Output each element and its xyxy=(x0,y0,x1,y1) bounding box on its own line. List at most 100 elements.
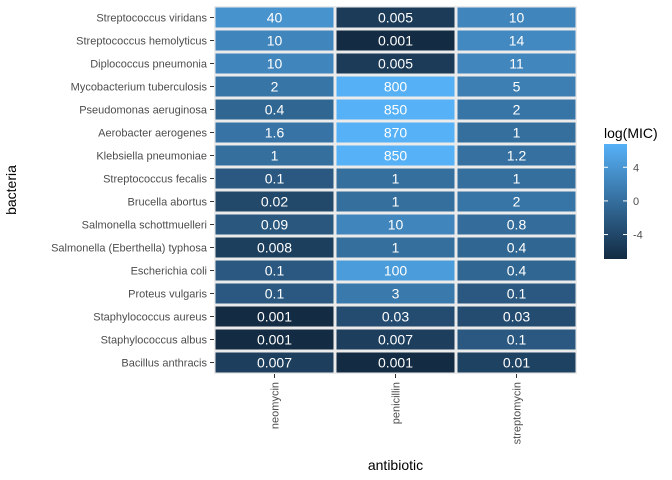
heatmap-cell-salmonella-schottmuelleri-neomycin xyxy=(215,214,334,235)
row-label-staphylococcus-albus: Staphylococcus albus xyxy=(101,335,208,347)
column-label-neomycin: neomycin xyxy=(270,382,282,429)
cell-value-label: 0.09 xyxy=(261,217,288,233)
cell-value-label: 0.007 xyxy=(378,332,413,348)
cell-value-label: 0.1 xyxy=(507,286,527,302)
heatmap-cell-aerobacter-aerogenes-penicillin xyxy=(336,122,455,143)
column-label-streptomycin: streptomycin xyxy=(512,382,524,444)
row-label-diplococcus-pneumonia: Diplococcus pneumonia xyxy=(90,59,208,71)
heatmap-cell-streptococcus-viridans-neomycin xyxy=(215,7,334,28)
cell-value-label: 1.6 xyxy=(265,125,285,141)
heatmap-cell-staphylococcus-albus-neomycin xyxy=(215,329,334,350)
cell-value-label: 3 xyxy=(392,286,400,302)
color-legend: log(MIC) 4 0 -4 xyxy=(604,125,658,259)
heatmap-cell-proteus-vulgaris-penicillin xyxy=(336,283,455,304)
cell-value-label: 10 xyxy=(267,33,283,49)
cell-value-label: 800 xyxy=(384,79,408,95)
cell-value-label: 11 xyxy=(509,56,524,72)
row-label-proteus-vulgaris: Proteus vulgaris xyxy=(128,289,207,301)
cell-value-label: 14 xyxy=(509,33,525,49)
cell-value-label: 0.4 xyxy=(507,240,527,256)
row-label-staphylococcus-aureus: Staphylococcus aureus xyxy=(93,312,207,324)
cell-value-label: 0.001 xyxy=(378,355,413,371)
row-label-pseudomonas-aeruginosa: Pseudomonas aeruginosa xyxy=(79,105,208,117)
cell-value-label: 1 xyxy=(271,148,279,164)
cell-value-label: 0.005 xyxy=(378,56,413,72)
cell-value-label: 1 xyxy=(513,171,521,187)
heatmap-cell-staphylococcus-aureus-penicillin xyxy=(336,306,455,327)
heatmap-cell-diplococcus-pneumonia-penicillin xyxy=(336,53,455,74)
cell-value-label: 0.008 xyxy=(257,240,292,256)
heatmap-cell-klebsiella-pneumoniae-streptomycin xyxy=(457,145,576,166)
cell-value-label: 0.01 xyxy=(503,355,530,371)
heatmap-cell-brucella-abortus-penicillin xyxy=(336,191,455,212)
row-label-brucella-abortus: Brucella abortus xyxy=(128,197,208,209)
heatmap-cell-streptococcus-fecalis-penicillin xyxy=(336,168,455,189)
legend-tick-label: 4 xyxy=(633,162,639,174)
heatmap-cell-mycobacterium-tuberculosis-streptomycin xyxy=(457,76,576,97)
heatmap-cell-pseudomonas-aeruginosa-neomycin xyxy=(215,99,334,120)
y-axis-title: bacteria xyxy=(3,165,19,215)
legend-colorbar xyxy=(604,144,627,259)
heatmap-cell-streptococcus-fecalis-neomycin xyxy=(215,168,334,189)
heatmap-cell-streptococcus-hemolyticus-penicillin xyxy=(336,30,455,51)
heatmap-cell-pseudomonas-aeruginosa-streptomycin xyxy=(457,99,576,120)
cell-value-label: 0.02 xyxy=(261,194,288,210)
cell-value-label: 870 xyxy=(384,125,408,141)
legend-tick-label: -4 xyxy=(633,230,643,242)
y-axis-tick-labels: Streptococcus viridans Streptococcus hemo… xyxy=(51,13,214,370)
cell-value-label: 0.8 xyxy=(507,217,527,233)
row-label-streptococcus-hemolyticus: Streptococcus hemolyticus xyxy=(76,36,207,48)
heatmap-cell-streptococcus-fecalis-streptomycin xyxy=(457,168,576,189)
cell-value-label: 2 xyxy=(271,79,279,95)
heatmap-cell-brucella-abortus-streptomycin xyxy=(457,191,576,212)
row-label-klebsiella-pneumoniae: Klebsiella pneumoniae xyxy=(96,151,207,163)
cell-value-label: 1.2 xyxy=(507,148,527,164)
cell-value-label: 0.03 xyxy=(503,309,530,325)
cell-value-label: 0.1 xyxy=(265,286,285,302)
cell-value-label: 1 xyxy=(392,240,400,256)
heatmap-cell-bacillus-anthracis-streptomycin xyxy=(457,352,576,373)
heatmap-cell-staphylococcus-aureus-neomycin xyxy=(215,306,334,327)
heatmap-cell-mycobacterium-tuberculosis-neomycin xyxy=(215,76,334,97)
cell-value-label: 1 xyxy=(392,194,400,210)
heatmap-cell-streptococcus-hemolyticus-streptomycin xyxy=(457,30,576,51)
x-axis-title: antibiotic xyxy=(368,457,423,473)
cell-value-label: 0.1 xyxy=(507,332,527,348)
heatmap-cell-salmonella-eberthella-typhosa-neomycin xyxy=(215,237,334,258)
row-label-salmonella-eberthella-typhosa: Salmonella (Eberthella) typhosa xyxy=(51,243,208,255)
cell-value-label: 0.001 xyxy=(257,332,292,348)
cell-value-label: 40 xyxy=(267,10,283,26)
cell-value-label: 0.1 xyxy=(265,263,285,279)
heatmap-cell-proteus-vulgaris-neomycin xyxy=(215,283,334,304)
heatmap-cell-brucella-abortus-neomycin xyxy=(215,191,334,212)
heatmap-cell-staphylococcus-aureus-streptomycin xyxy=(457,306,576,327)
heatmap-cell-mycobacterium-tuberculosis-penicillin xyxy=(336,76,455,97)
cell-value-label: 10 xyxy=(388,217,404,233)
row-label-salmonella-schottmuelleri: Salmonella schottmuelleri xyxy=(82,220,207,232)
cell-value-label: 0.4 xyxy=(507,263,527,279)
heatmap-cell-staphylococcus-albus-penicillin xyxy=(336,329,455,350)
heatmap-cell-klebsiella-pneumoniae-penicillin xyxy=(336,145,455,166)
legend-ticks: 4 0 -4 xyxy=(604,162,643,242)
heatmap-cell-diplococcus-pneumonia-neomycin xyxy=(215,53,334,74)
heatmap-cell-salmonella-eberthella-typhosa-streptomycin xyxy=(457,237,576,258)
heatmap-cell-escherichia-coli-streptomycin xyxy=(457,260,576,281)
row-label-escherichia-coli: Escherichia coli xyxy=(131,266,207,278)
heatmap-cell-pseudomonas-aeruginosa-penicillin xyxy=(336,99,455,120)
cell-value-label: 0.005 xyxy=(378,10,413,26)
heatmap-cell-staphylococcus-albus-streptomycin xyxy=(457,329,576,350)
cell-value-label: 0.4 xyxy=(265,102,285,118)
cell-value-label: 10 xyxy=(509,10,525,26)
x-axis-tick-labels: neomycin penicillin streptomycin xyxy=(270,374,524,444)
cell-value-label: 0.007 xyxy=(257,355,292,371)
cell-value-label: 0.001 xyxy=(257,309,292,325)
heatmap-cell-proteus-vulgaris-streptomycin xyxy=(457,283,576,304)
cell-value-label: 850 xyxy=(384,102,408,118)
legend-tick-label: 0 xyxy=(633,196,639,208)
heatmap-cell-streptococcus-viridans-streptomycin xyxy=(457,7,576,28)
heatmap-cell-bacillus-anthracis-penicillin xyxy=(336,352,455,373)
cell-value-label: 0.03 xyxy=(382,309,409,325)
heatmap-cell-aerobacter-aerogenes-neomycin xyxy=(215,122,334,143)
